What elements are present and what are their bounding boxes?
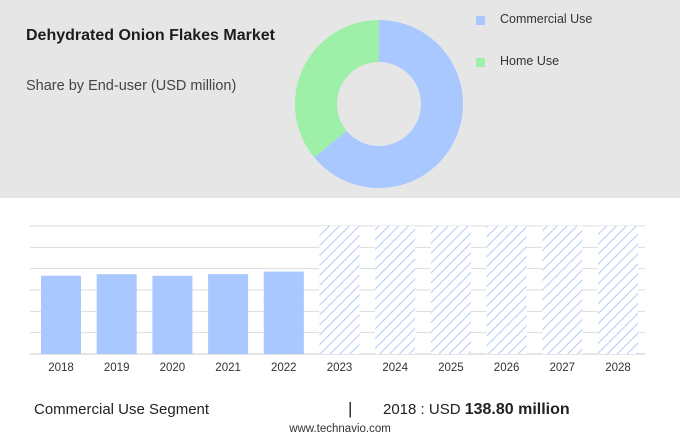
segment-value-amount: 138.80 million xyxy=(464,401,570,418)
legend-label: Home Use xyxy=(500,54,560,68)
bar-2022 xyxy=(263,271,304,354)
x-tick-label: 2028 xyxy=(605,362,631,374)
bar-2020 xyxy=(152,275,193,354)
x-tick-label: 2021 xyxy=(215,362,241,374)
x-tick-label: 2020 xyxy=(160,362,186,374)
x-tick-label: 2022 xyxy=(271,362,297,374)
forecast-bar-2026 xyxy=(486,226,527,354)
bar-chart: 2018 2019 2020 2021 2022 2023 2024 2025 2026 2027… xyxy=(30,225,645,374)
legend-label: Commercial Use xyxy=(500,12,593,26)
x-tick-label: 2018 xyxy=(48,362,74,374)
chart-title: Dehydrated Onion Flakes Market xyxy=(26,27,275,44)
source-credit: www.technavio.com xyxy=(289,423,391,435)
segment-label: Commercial Use Segment xyxy=(34,401,210,418)
x-tick-label: 2024 xyxy=(382,362,408,374)
x-tick-label: 2023 xyxy=(327,362,353,374)
x-tick-label: 2027 xyxy=(550,362,576,374)
donut-chart xyxy=(295,20,463,188)
x-tick-label: 2019 xyxy=(104,362,130,374)
legend-swatch-commercial-use xyxy=(476,16,485,25)
donut-slice-home-use xyxy=(295,20,379,158)
donut-slice-commercial-use xyxy=(314,20,463,188)
bar-2019 xyxy=(96,274,137,354)
forecast-bar-2025 xyxy=(430,226,471,354)
bar-2018 xyxy=(41,275,81,354)
x-tick-label: 2026 xyxy=(494,362,520,374)
segment-value-prefix: 2018 : USD xyxy=(383,401,461,418)
forecast-bar-2027 xyxy=(542,226,583,354)
x-tick-label: 2025 xyxy=(438,362,464,374)
chart-subtitle: Share by End-user (USD million) xyxy=(26,78,237,94)
forecast-bar-2023 xyxy=(319,226,360,354)
footer-divider: | xyxy=(348,399,353,418)
forecast-bar-2028 xyxy=(598,226,638,354)
bar-2021 xyxy=(208,274,249,354)
segment-value: 2018 : USD 138.80 million xyxy=(383,401,570,419)
forecast-bar-2024 xyxy=(375,226,416,354)
legend-swatch-home-use xyxy=(476,58,485,67)
